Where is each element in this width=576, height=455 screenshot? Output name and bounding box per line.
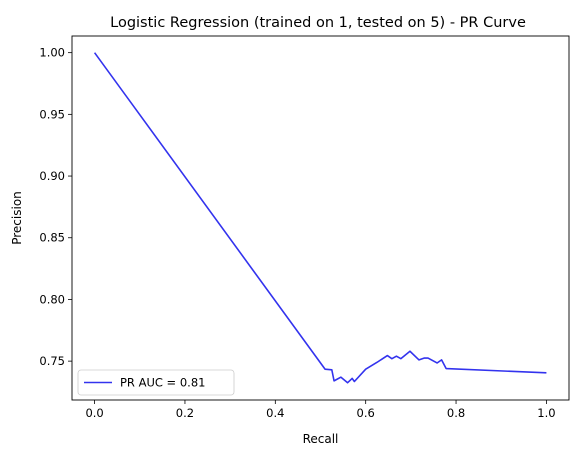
pr-curve-line [93, 52, 547, 384]
y-axis: 0.75 0.80 0.85 0.90 0.95 1.00 [39, 46, 72, 368]
x-tick-label: 1.0 [537, 406, 555, 420]
x-tick-label: 0.8 [447, 406, 465, 420]
y-tick-label: 0.80 [39, 292, 65, 306]
x-axis-label: Recall [303, 432, 339, 446]
x-tick-label: 0.2 [176, 406, 194, 420]
y-tick-label: 0.95 [39, 107, 65, 121]
legend-label: PR AUC = 0.81 [120, 376, 205, 390]
series-layer [93, 52, 547, 384]
x-axis: 0.0 0.2 0.4 0.6 0.8 1.0 [85, 400, 556, 420]
chart-title: Logistic Regression (trained on 1, teste… [110, 15, 526, 31]
legend: PR AUC = 0.81 [77, 369, 235, 396]
x-tick-label: 0.6 [357, 406, 375, 420]
y-tick-label: 0.75 [39, 354, 65, 368]
x-tick-label: 0.4 [266, 406, 284, 420]
x-tick-label: 0.0 [85, 406, 103, 420]
y-tick-label: 0.90 [39, 169, 65, 183]
y-tick-label: 1.00 [39, 46, 65, 60]
y-axis-label: Precision [10, 191, 24, 245]
plot-area-frame [71, 35, 570, 401]
legend-box [77, 369, 235, 396]
y-tick-label: 0.85 [39, 231, 65, 245]
